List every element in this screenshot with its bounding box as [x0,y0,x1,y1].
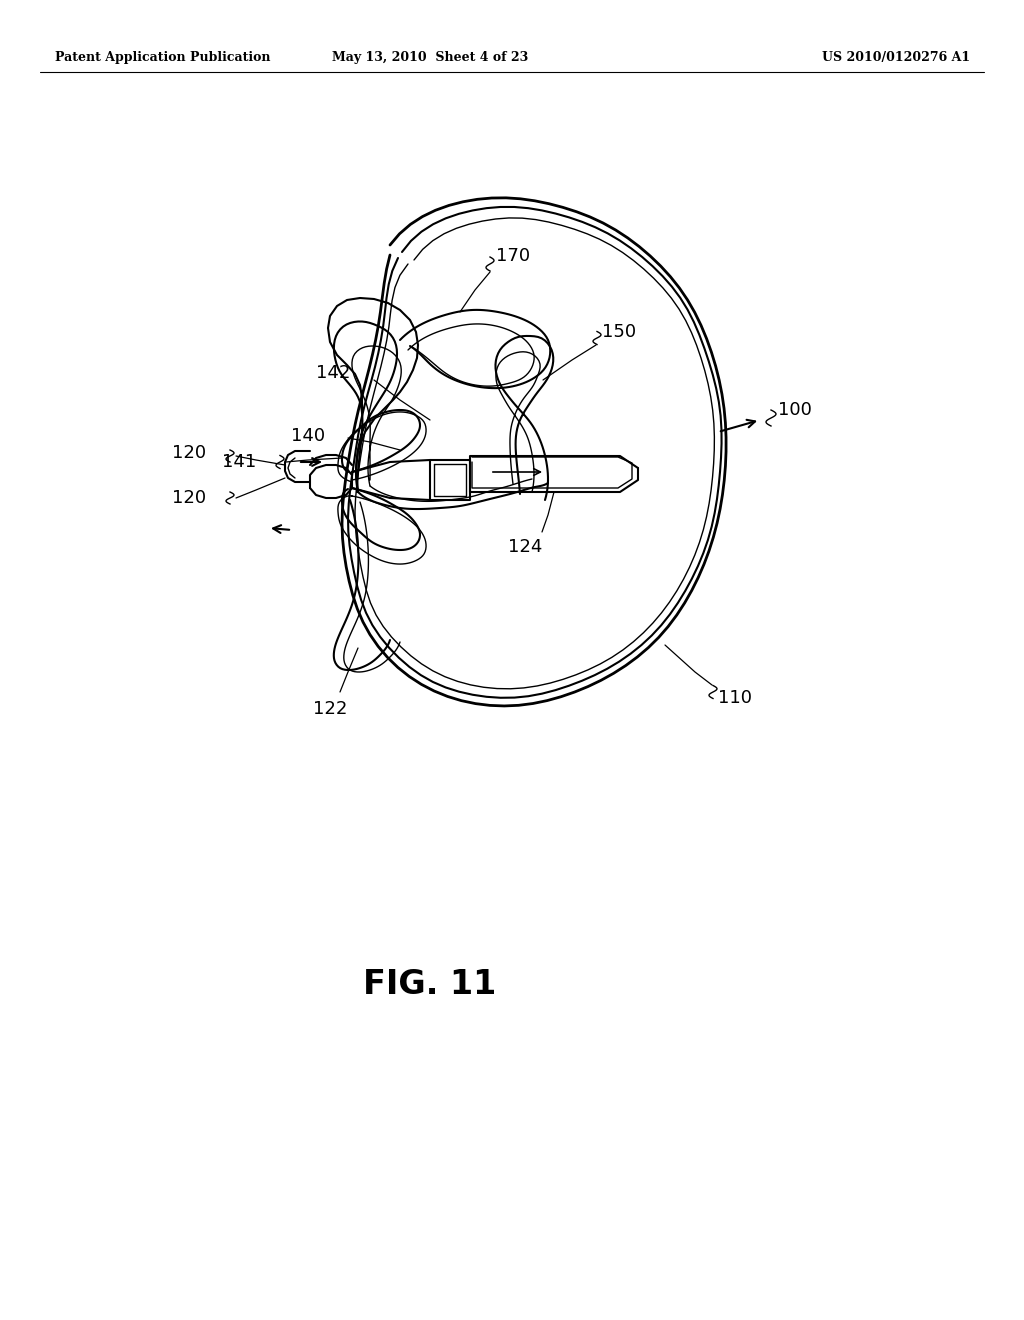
Text: 100: 100 [778,401,812,418]
Text: US 2010/0120276 A1: US 2010/0120276 A1 [822,51,970,65]
Text: 142: 142 [315,364,350,381]
Text: 170: 170 [496,247,530,265]
Text: 120: 120 [172,444,206,462]
Text: 120: 120 [172,488,206,507]
Text: FIG. 11: FIG. 11 [364,969,497,1002]
Text: 124: 124 [508,539,543,556]
Text: 140: 140 [291,426,325,445]
Text: 110: 110 [718,689,752,708]
Text: 122: 122 [312,700,347,718]
Text: 141: 141 [222,453,256,471]
Text: May 13, 2010  Sheet 4 of 23: May 13, 2010 Sheet 4 of 23 [332,51,528,65]
Text: 150: 150 [602,323,636,341]
Text: Patent Application Publication: Patent Application Publication [55,51,270,65]
